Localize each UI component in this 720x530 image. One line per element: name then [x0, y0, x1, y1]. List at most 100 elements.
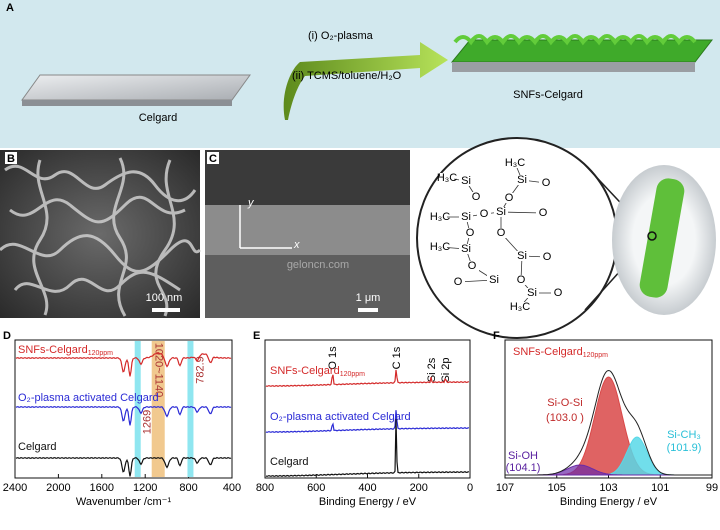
letter-bg — [5, 152, 17, 164]
atom-label: O — [539, 207, 548, 219]
atom-label: O — [497, 227, 506, 239]
scale-bar-label: 100 nm — [146, 292, 183, 304]
x-tick-label: 1600 — [90, 482, 114, 494]
atom-bg — [487, 275, 501, 285]
spectrum — [265, 419, 469, 478]
plot-frame — [14, 339, 233, 479]
atom-bg — [477, 209, 491, 219]
atom-label: O — [542, 177, 551, 189]
peak-label: Si 2p — [440, 357, 452, 382]
scale-bar — [358, 308, 378, 312]
snfs-edge — [452, 62, 695, 72]
x-tick-label: 800 — [256, 482, 274, 494]
panel-letter: C — [209, 153, 217, 165]
fiber — [639, 178, 685, 298]
atom-bg — [514, 275, 528, 285]
zoom-point — [647, 231, 657, 241]
atom-bg — [525, 288, 539, 298]
axes-arrows — [239, 205, 292, 249]
x-tick-label: 400 — [223, 482, 241, 494]
panel-letter: F — [493, 330, 500, 342]
peak-label: O 1s — [327, 346, 339, 370]
membrane-section — [205, 255, 410, 318]
x-tick-label: 0 — [467, 482, 473, 494]
x-axis-label: Binding Energy / eV — [560, 496, 658, 508]
atom-label: O — [480, 208, 489, 220]
x-tick-label: 400 — [358, 482, 376, 494]
trace-label: O₂-plasma activated Celgard — [18, 392, 159, 404]
trace-label: Celgard — [270, 456, 309, 468]
x-tick-label: 600 — [307, 482, 325, 494]
component-value: (101.9) — [667, 442, 702, 454]
band-label: 782.9 — [194, 356, 206, 384]
x-tick-label: 103 — [599, 482, 617, 494]
atom-label: H₃C — [430, 211, 450, 223]
nanofilaments — [453, 34, 697, 46]
nanofilament-layer — [205, 205, 410, 255]
celgard-label: Celgard — [139, 112, 178, 124]
atom-bg — [540, 252, 554, 262]
atom-bg — [451, 277, 465, 287]
atom-bg — [459, 244, 473, 254]
x-tick-label: 2000 — [46, 482, 70, 494]
nanofilament-texture — [0, 157, 202, 317]
scale-bar-label: 1 μm — [356, 292, 381, 304]
process-arrow — [283, 42, 448, 120]
atom-label: O — [468, 260, 477, 272]
band-label: 1020~1140 — [152, 343, 164, 398]
band — [187, 341, 194, 477]
atom-label: Si — [527, 287, 537, 299]
atom-label: O — [554, 287, 563, 299]
band — [134, 341, 141, 477]
snfs-label: SNFs-Celgard — [513, 89, 583, 101]
atom-bg — [440, 173, 454, 183]
atom-label: H₃C — [437, 172, 457, 184]
spectrum — [265, 369, 469, 388]
component-name: Si-O-Si — [547, 397, 582, 409]
trace-sub: 120ppm — [583, 352, 608, 359]
x-axis-label: Wavenumber /cm⁻¹ — [76, 496, 172, 508]
letter-bg — [207, 152, 219, 164]
atom-bg — [469, 192, 483, 202]
peak-label: C 1s — [391, 346, 403, 369]
trace-label: O₂-plasma activated Celgard — [270, 411, 411, 423]
peak-label: Si 2s — [426, 357, 438, 382]
x-tick-label: 107 — [496, 482, 514, 494]
spectrum — [265, 410, 469, 434]
axis-label: y — [247, 197, 255, 209]
component-value: (104.1) — [506, 462, 541, 474]
panel-e: E 800 600 400 200 0 Binding Energy / eV O 1s C 1… — [253, 330, 473, 508]
envelope — [505, 369, 712, 476]
atom-bg — [433, 242, 447, 252]
trace-label: Celgard — [18, 441, 57, 453]
atom-label: Si — [517, 174, 527, 186]
atom-bg — [551, 288, 565, 298]
atom-label: Si — [461, 175, 471, 187]
x-tick-label: 99 — [706, 482, 718, 494]
atom-label: O — [505, 192, 514, 204]
scale-bar — [152, 308, 180, 312]
atom-bg — [515, 175, 529, 185]
panel-d: D 2400 2000 1600 1200 800 400 Wavenumber /cm⁻¹ 1… — [3, 330, 241, 508]
panel-letter: E — [253, 330, 260, 342]
trace-name: SNFs-Celgard — [513, 346, 583, 358]
atom-label: H₃C — [430, 241, 450, 253]
component-name: Si-CH₃ — [667, 429, 701, 441]
atom-label: O — [454, 276, 463, 288]
atom-label: O — [472, 191, 481, 203]
panel-a-bg — [0, 0, 720, 148]
band-label: 1269 — [142, 410, 154, 434]
atom-bg — [502, 193, 516, 203]
atom-bg — [513, 302, 527, 312]
trace-sub: 120ppm — [340, 371, 365, 378]
panel-letter: D — [3, 330, 11, 342]
trace-name: Celgard — [18, 441, 57, 453]
trace-name: O₂-plasma activated Celgard — [270, 411, 411, 423]
atom-bg — [459, 212, 473, 222]
atom-label: Si — [517, 250, 527, 262]
x-tick-label: 1200 — [133, 482, 157, 494]
atom-label: O — [517, 274, 526, 286]
atom-label: H₃C — [510, 301, 530, 313]
x-tick-label: 101 — [651, 482, 669, 494]
component-name: Si-OH — [508, 450, 538, 462]
